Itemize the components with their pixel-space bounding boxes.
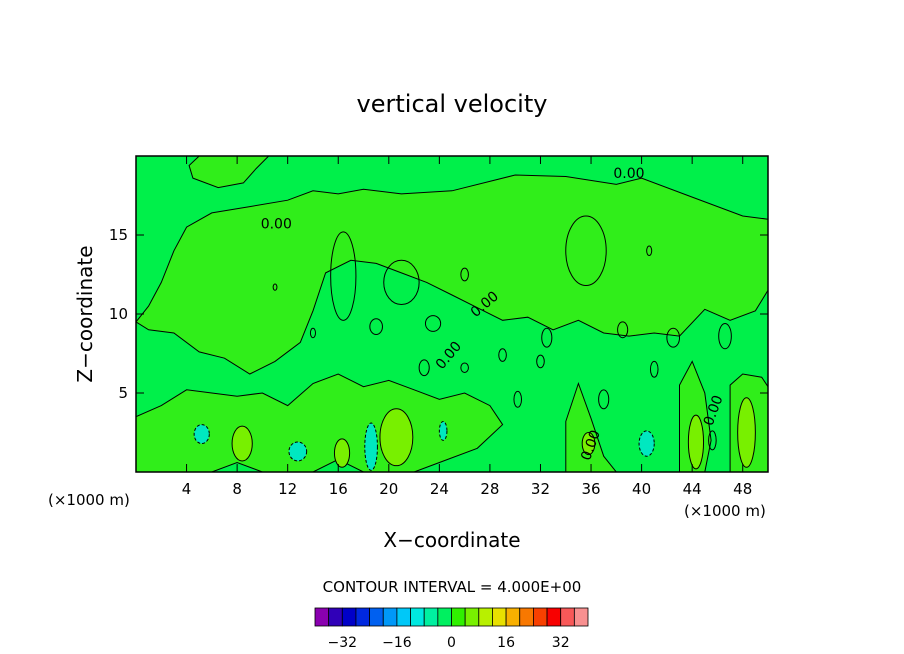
colorbar-swatch	[369, 607, 384, 627]
y-tick-label: 15	[109, 226, 128, 244]
colorbar-tick-label: 16	[497, 635, 515, 651]
x-tick-label: 24	[430, 480, 449, 498]
colorbar-tick-label: 32	[552, 635, 570, 651]
contour-loop	[309, 327, 316, 339]
x-axis-ticks: 4 8 12 16 20 24 28 32 36 40 44 48	[182, 156, 752, 498]
downdraft-cell	[638, 430, 655, 457]
contour-loop	[718, 322, 732, 350]
colorbar-swatch	[560, 607, 575, 627]
positive-region-upper	[136, 174, 768, 375]
x-tick-label: 8	[232, 480, 242, 498]
colorbar-swatch	[328, 607, 343, 627]
downdraft-cell	[288, 441, 308, 462]
colorbar-swatch	[423, 607, 439, 627]
strong-updraft-cell	[379, 408, 414, 467]
colorbar-swatch	[546, 607, 562, 627]
colorbar-swatch	[573, 607, 589, 627]
x-tick-label: 44	[683, 480, 702, 498]
contour-loop	[460, 267, 469, 282]
contour-loop	[369, 318, 383, 336]
x-unit-right: (×1000 m)	[684, 502, 766, 520]
colorbar-swatch	[519, 607, 534, 627]
contour-loop	[424, 315, 442, 332]
contour-lines	[272, 215, 732, 451]
colorbar-swatch	[505, 607, 521, 627]
chart-title: vertical velocity	[357, 90, 548, 118]
colorbar	[314, 607, 589, 627]
contour-loop	[649, 360, 659, 378]
colorbar-swatch	[492, 607, 507, 627]
contour-loop	[513, 390, 523, 408]
x-tick-label: 16	[329, 480, 348, 498]
colorbar-swatch	[464, 607, 480, 627]
x-tick-label: 40	[632, 480, 651, 498]
y-axis-ticks: 5 10 15	[109, 226, 768, 402]
strong-updraft-cell	[333, 438, 351, 468]
contour-label: 0.00	[613, 166, 644, 182]
x-tick-label: 36	[581, 480, 600, 498]
colorbar-ticks: −32 −16 0 16 32	[328, 635, 570, 651]
strong-updraft-cell	[231, 425, 253, 462]
positive-region-right	[565, 381, 617, 472]
x-unit-left: (×1000 m)	[48, 491, 130, 509]
colorbar-swatch	[478, 607, 493, 627]
x-tick-label: 12	[278, 480, 297, 498]
colorbar-swatch	[533, 607, 548, 627]
x-tick-label: 32	[531, 480, 550, 498]
plot-area: 0.000.000.000.000.000.00	[135, 155, 769, 473]
downdraft-cell	[364, 422, 378, 471]
x-axis-label: X−coordinate	[383, 528, 520, 552]
x-tick-label: 48	[733, 480, 752, 498]
colorbar-tick-label: −32	[328, 635, 358, 651]
contour-loop	[565, 215, 607, 287]
contour-loop	[708, 430, 717, 451]
colorbar-swatch	[355, 607, 371, 627]
contour-interval-text: CONTOUR INTERVAL = 4.000E+00	[323, 578, 582, 596]
contour-loop	[418, 359, 430, 377]
x-tick-label: 20	[379, 480, 398, 498]
strong-updraft-cell	[737, 397, 756, 468]
contour-loop	[272, 283, 278, 291]
contour-loop	[598, 389, 610, 410]
y-axis-label: Z−coordinate	[73, 245, 97, 382]
contour-loop	[536, 354, 545, 369]
contour-loop	[617, 321, 629, 339]
contour-loop	[646, 245, 653, 257]
contour-loop	[383, 259, 420, 306]
contour-loop	[460, 362, 469, 373]
downdraft-cell	[438, 420, 448, 441]
strong-updraft-cell	[687, 414, 705, 470]
contour-loop	[666, 327, 681, 348]
x-tick-label: 4	[182, 480, 192, 498]
contour-loop	[330, 231, 357, 321]
contour-loop	[541, 327, 553, 348]
contour-regions	[136, 156, 768, 472]
contour-loop	[498, 348, 507, 362]
colorbar-swatch	[341, 607, 357, 627]
colorbar-swatch	[410, 607, 425, 627]
colorbar-tick-label: 0	[447, 635, 456, 651]
contour-label: 0.00	[261, 217, 292, 233]
x-tick-label: 28	[480, 480, 499, 498]
colorbar-tick-label: −16	[382, 635, 412, 651]
colorbar-swatch	[451, 607, 466, 627]
y-tick-label: 10	[109, 305, 128, 323]
y-tick-label: 5	[118, 384, 128, 402]
strong-updraft-cell	[581, 432, 596, 456]
positive-region-top	[188, 156, 270, 189]
colorbar-swatch	[437, 607, 452, 627]
downdraft-cell	[193, 424, 210, 445]
colorbar-swatch	[314, 607, 330, 627]
colorbar-swatch	[396, 607, 411, 627]
colorbar-swatch	[382, 607, 398, 627]
